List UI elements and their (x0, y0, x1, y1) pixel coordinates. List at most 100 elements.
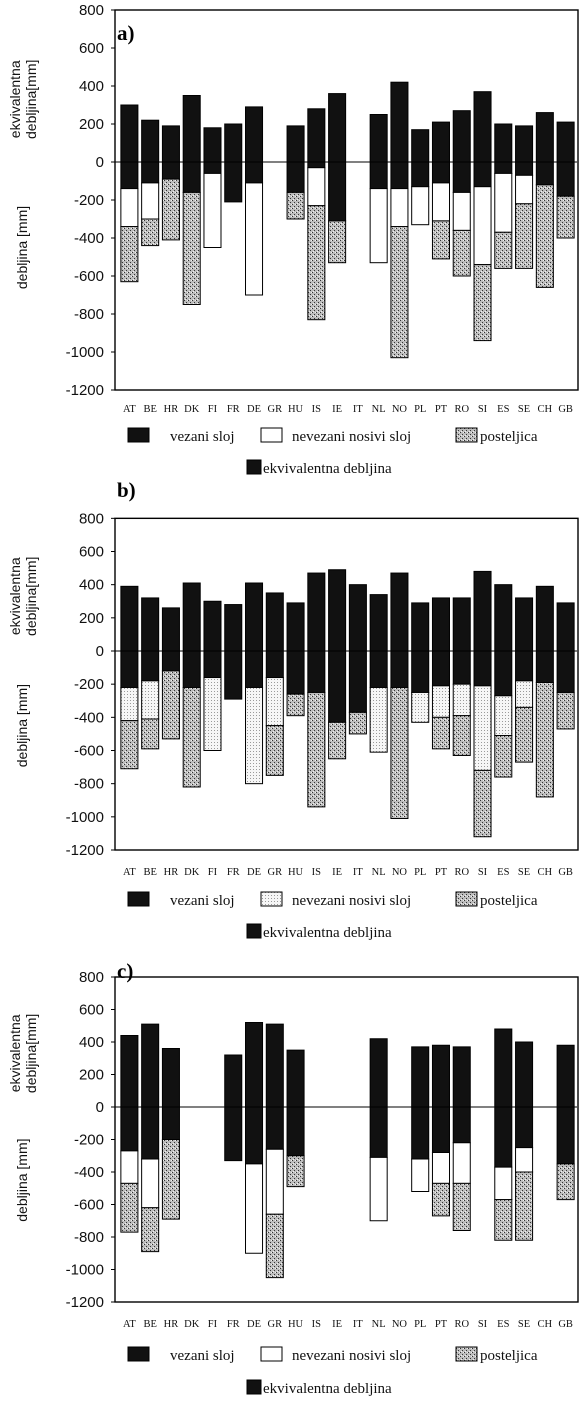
bar-equivalent-hr (161, 1048, 180, 1108)
bar-equivalent-it (348, 584, 367, 652)
bar-bound-hr (161, 1106, 180, 1140)
bar-subgrade-hu (286, 693, 305, 717)
x-tick-label: GR (267, 867, 282, 878)
y-axis-label-top-line1: ekvivalentna (7, 557, 23, 635)
bar-equivalent-nl (369, 114, 388, 163)
bar-subgrade-at (120, 1182, 139, 1233)
bar-equivalent-si (473, 570, 492, 652)
x-tick-label: GR (267, 404, 282, 415)
y-axis-label-bottom: debljina [mm] (14, 1138, 30, 1221)
x-tick-label: SI (478, 1319, 488, 1330)
bar-unbound-de (245, 686, 264, 785)
legend-swatch-bound (127, 1346, 150, 1362)
y-tick-label: 800 (79, 2, 104, 19)
bar-bound-ch (535, 161, 554, 186)
bar-equivalent-gr (265, 1023, 284, 1108)
bar-subgrade-es (494, 231, 513, 269)
bar-bound-de (245, 161, 264, 184)
y-tick-label: 0 (96, 154, 104, 171)
bar-unbound-ro (452, 191, 471, 231)
x-tick-label: GB (558, 867, 573, 878)
bar-equivalent-es (494, 1028, 513, 1108)
y-tick-label: 400 (79, 577, 104, 594)
y-axis-label-bottom: debljina [mm] (14, 206, 30, 289)
x-tick-label: SE (518, 1319, 530, 1330)
bar-subgrade-be (141, 218, 160, 247)
y-axis-label-top-line2: debljina[mm] (23, 1014, 39, 1093)
bar-equivalent-fi (203, 127, 222, 163)
bar-subgrade-is (307, 205, 326, 321)
bar-unbound-es (494, 695, 513, 737)
bar-bound-ro (452, 650, 471, 685)
bar-unbound-pt (431, 182, 450, 222)
bar-equivalent-pl (411, 1046, 430, 1108)
x-tick-label: SE (518, 867, 530, 878)
bar-equivalent-dk (182, 582, 201, 652)
y-tick-label: -1200 (66, 842, 104, 859)
bar-unbound-pl (411, 1158, 430, 1192)
legend-label-subgrade: posteljica (480, 429, 538, 445)
bar-unbound-pl (411, 186, 430, 226)
x-tick-label: FR (227, 867, 240, 878)
bar-unbound-gr (265, 1148, 284, 1215)
bar-unbound-se (515, 680, 534, 708)
bar-equivalent-ro (452, 597, 471, 652)
y-axis-label-top: ekvivalentnadebljina[mm] (7, 557, 39, 636)
y-tick-label: 800 (79, 969, 104, 986)
bar-bound-hr (161, 650, 180, 672)
bar-subgrade-gb (556, 691, 575, 730)
legend-swatch-subgrade (455, 891, 478, 907)
x-tick-label: PT (435, 1319, 448, 1330)
bar-bound-ch (535, 650, 554, 684)
y-tick-label: -600 (74, 268, 104, 285)
bar-equivalent-de (245, 582, 264, 652)
bar-bound-ie (328, 650, 347, 723)
bar-unbound-fi (203, 172, 222, 248)
bar-subgrade-si (473, 769, 492, 838)
bar-subgrade-dk (182, 191, 201, 305)
bar-subgrade-ch (535, 682, 554, 798)
bar-unbound-se (515, 1147, 534, 1173)
y-axis-label-bottom: debljina [mm] (14, 684, 30, 767)
bar-bound-it (348, 650, 367, 713)
bar-bound-es (494, 650, 513, 697)
bar-subgrade-dk (182, 686, 201, 788)
legend-label-unbound: nevezani nosivi sloj (292, 893, 411, 909)
bar-subgrade-gr (265, 1213, 284, 1279)
y-tick-label: 200 (79, 1067, 104, 1084)
bar-bound-fr (224, 1106, 243, 1162)
legend-label-bound: vezani sloj (170, 1348, 235, 1364)
bar-bound-is (307, 161, 326, 169)
bar-bound-dk (182, 161, 201, 193)
y-tick-label: 0 (96, 1099, 104, 1116)
bar-subgrade-ie (328, 721, 347, 760)
x-tick-label: AT (123, 1319, 136, 1330)
y-tick-label: -800 (74, 776, 104, 793)
bar-equivalent-si (473, 91, 492, 163)
bar-unbound-fi (203, 677, 222, 751)
bar-unbound-nl (369, 188, 388, 264)
bar-unbound-no (390, 188, 409, 228)
bar-equivalent-hu (286, 125, 305, 163)
legend-label-equivalent: ekvivalentna debljina (263, 461, 392, 477)
bar-subgrade-pt (431, 220, 450, 260)
bar-unbound-pl (411, 691, 430, 723)
bar-subgrade-ch (535, 184, 554, 288)
legend-swatch-unbound (260, 427, 283, 443)
bar-unbound-de (245, 182, 264, 296)
y-tick-label: -1000 (66, 344, 104, 361)
bar-unbound-es (494, 1166, 513, 1201)
legend-label-bound: vezani sloj (170, 893, 235, 909)
bar-subgrade-se (515, 706, 534, 763)
bar-equivalent-is (307, 572, 326, 652)
bar-subgrade-be (141, 1207, 160, 1253)
bar-bound-gb (556, 161, 575, 197)
panel-label: a) (117, 21, 135, 45)
bar-bound-fi (203, 161, 222, 174)
x-tick-label: RO (454, 1319, 469, 1330)
legend-swatch-bound (127, 427, 150, 443)
bar-bound-pl (411, 161, 430, 188)
bar-bound-fi (203, 650, 222, 679)
x-tick-label: FI (208, 404, 218, 415)
bar-equivalent-gb (556, 1044, 575, 1108)
